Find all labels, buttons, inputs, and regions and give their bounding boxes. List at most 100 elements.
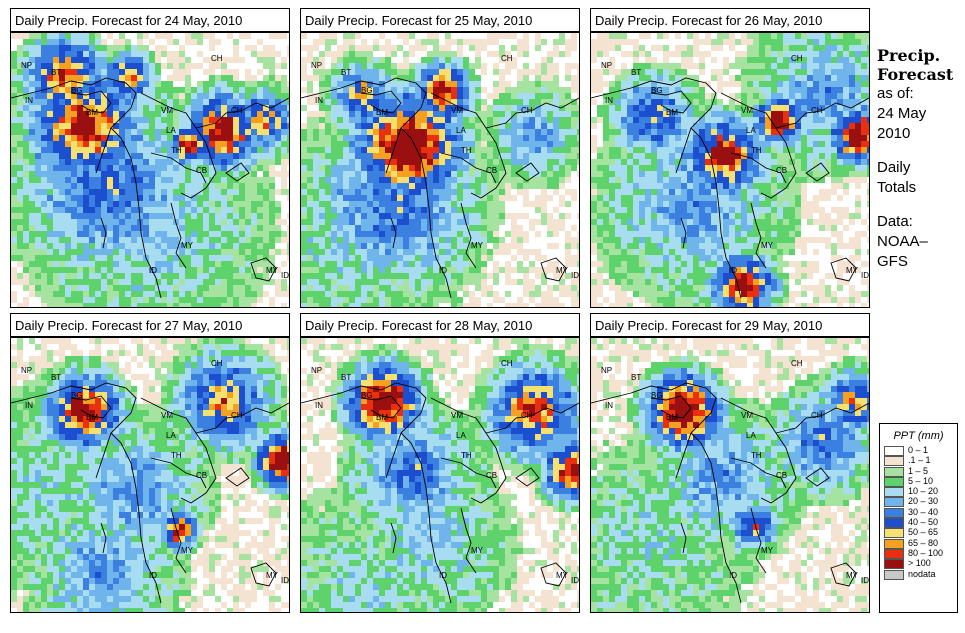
country-label: CH [811, 106, 823, 115]
country-label: ID [861, 271, 869, 280]
legend-row: > 100 [880, 558, 957, 570]
coastline [830, 257, 857, 282]
panel-title: Daily Precip. Forecast for 25 May, 2010 [300, 8, 580, 32]
legend-label: > 100 [908, 558, 931, 569]
coastline [730, 457, 787, 489]
country-label: TH [461, 451, 472, 460]
country-label: MY [846, 571, 859, 580]
coastline [775, 402, 869, 434]
coastline [460, 202, 477, 269]
coastline [690, 127, 742, 299]
legend-label: 65 – 80 [908, 537, 939, 548]
legend-title: PPT (mm) [893, 430, 944, 442]
coastline [390, 217, 397, 249]
country-label: BM [86, 108, 98, 117]
country-label: NP [601, 61, 612, 70]
coastline [650, 90, 692, 114]
side-info: Precip. Forecast as of: 24 May 2010 Dail… [877, 46, 965, 272]
country-label: CH [791, 54, 803, 63]
precip-map: NP BT BG IN BM CH VM LA TH CB CH MY ID MY ID [10, 32, 290, 308]
coastline [690, 432, 742, 604]
coastline [680, 217, 687, 249]
coastline [400, 127, 452, 299]
country-label: MY [181, 241, 194, 250]
coastline [805, 162, 830, 182]
country-label: BG [71, 391, 83, 400]
legend-label: 80 – 100 [908, 547, 944, 558]
forecast-panel-6: Daily Precip. Forecast for 29 May, 2010 … [590, 313, 870, 613]
country-label: IN [315, 96, 323, 105]
coastline [140, 92, 217, 199]
precip-map: NP BT BG IN BM CH VM LA TH CB CH MY ID MY ID [300, 32, 580, 308]
country-label: IN [25, 96, 33, 105]
country-label: IN [605, 401, 613, 410]
country-label: TH [171, 146, 182, 155]
country-label: VM [451, 411, 463, 420]
country-label: BT [341, 68, 351, 77]
country-label: VM [161, 106, 173, 115]
coastline [225, 467, 250, 487]
country-label: BM [376, 413, 388, 422]
coastline [591, 77, 717, 174]
country-label: BT [51, 373, 61, 382]
legend-swatch [884, 518, 904, 529]
coastline [515, 467, 540, 487]
country-label: CH [211, 359, 223, 368]
panel-title: Daily Precip. Forecast for 27 May, 2010 [10, 313, 290, 337]
legend-swatch [884, 538, 904, 549]
country-label: MY [181, 546, 194, 555]
coastline [400, 432, 452, 604]
coastline [250, 257, 277, 282]
country-label: LA [166, 431, 176, 440]
coastline [485, 402, 579, 434]
legend-label: 50 – 65 [908, 527, 939, 538]
legend-swatch [884, 476, 904, 487]
country-label: MY [761, 546, 774, 555]
country-label: MY [471, 241, 484, 250]
legend-swatch [884, 548, 904, 559]
country-label: BG [651, 391, 663, 400]
coastline [775, 97, 869, 129]
country-label: CH [501, 359, 513, 368]
country-label: LA [456, 431, 466, 440]
coastline [11, 77, 137, 174]
country-label: CH [501, 54, 513, 63]
coastline [110, 127, 162, 299]
coastline [195, 97, 289, 129]
panel-title: Daily Precip. Forecast for 29 May, 2010 [590, 313, 870, 337]
legend-row: 50 – 65 [880, 527, 957, 539]
country-label: TH [751, 451, 762, 460]
precip-map: NP BT BG IN BM CH VM LA TH CB CH MY ID MY ID [300, 337, 580, 613]
legend-label: 30 – 40 [908, 506, 939, 517]
country-label: TH [461, 146, 472, 155]
coastline [170, 507, 187, 574]
country-label: ID [729, 571, 737, 580]
coastline [430, 397, 507, 504]
coastline [460, 507, 477, 574]
coastline [680, 522, 687, 554]
country-label: BM [86, 413, 98, 422]
legend-row: 10 – 20 [880, 486, 957, 498]
legend-label: .1 – 1 [908, 455, 931, 466]
country-label: BT [51, 68, 61, 77]
country-label: ID [149, 266, 157, 275]
country-label: NP [21, 366, 32, 375]
country-label: CH [791, 359, 803, 368]
legend-label: 40 – 50 [908, 517, 939, 528]
country-label: BG [361, 391, 373, 400]
country-label: BM [376, 108, 388, 117]
country-label: VM [741, 106, 753, 115]
country-label: LA [166, 126, 176, 135]
legend-label: 20 – 30 [908, 496, 939, 507]
panel-title: Daily Precip. Forecast for 28 May, 2010 [300, 313, 580, 337]
panel-title: Daily Precip. Forecast for 26 May, 2010 [590, 8, 870, 32]
coastline [301, 382, 427, 479]
country-label: MY [266, 266, 279, 275]
country-label: BT [631, 373, 641, 382]
asof-date-line1: 24 May [877, 105, 927, 122]
country-label: IN [315, 401, 323, 410]
